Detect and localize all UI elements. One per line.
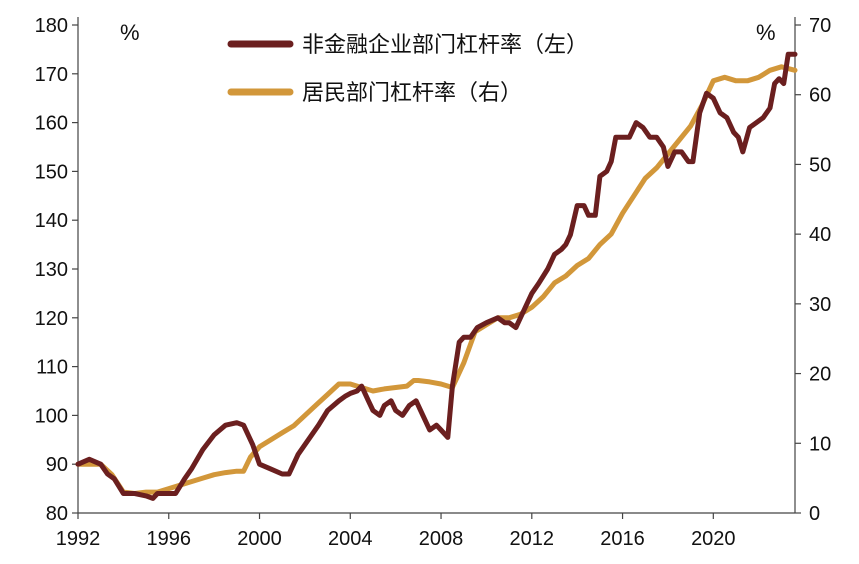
- left-y-tick-label: 180: [35, 15, 68, 37]
- x-tick-label: 1992: [56, 528, 101, 550]
- right-y-tick-label: 20: [809, 364, 831, 386]
- right-y-tick-label: 40: [809, 224, 831, 246]
- left-y-tick-label: 170: [35, 64, 68, 86]
- right-y-tick-label: 50: [809, 154, 831, 176]
- x-tick-label: 2004: [328, 528, 373, 550]
- x-tick-label: 1996: [147, 528, 192, 550]
- right-y-tick-label: 70: [809, 15, 831, 37]
- legend-label-enterprise: 非金融企业部门杠杆率（左）: [302, 33, 588, 58]
- left-y-tick-label: 120: [35, 308, 68, 330]
- x-tick-label: 2000: [237, 528, 282, 550]
- x-tick-label: 2020: [691, 528, 736, 550]
- left-y-tick-label: 160: [35, 113, 68, 135]
- x-tick-label: 2012: [510, 528, 555, 550]
- legend-label-household: 居民部门杠杆率（右）: [302, 81, 522, 106]
- left-y-tick-label: 110: [36, 357, 68, 379]
- legend-item-household: 居民部门杠杆率（右）: [227, 81, 522, 106]
- axes: [77, 17, 796, 514]
- left-y-tick-label: 140: [35, 210, 68, 232]
- series-line-household: [75, 64, 798, 496]
- left-axis-unit: %: [120, 20, 140, 45]
- left-y-tick-label: 100: [35, 405, 68, 427]
- right-y-tick-label: 10: [809, 433, 831, 455]
- x-tick-label: 2016: [600, 528, 645, 550]
- left-y-tick-label: 80: [46, 503, 68, 525]
- right-y-tick-label: 60: [809, 85, 831, 107]
- series-line-enterprise: [75, 51, 798, 501]
- legend: 非金融企业部门杠杆率（左） 居民部门杠杆率（右）: [227, 33, 588, 106]
- legend-item-enterprise: 非金融企业部门杠杆率（左）: [227, 33, 588, 58]
- right-axis-unit: %: [756, 20, 776, 45]
- left-y-tick-label: 130: [35, 259, 68, 281]
- left-y-tick-label: 150: [35, 161, 68, 183]
- right-y-tick-label: 0: [809, 503, 820, 525]
- left-y-tick-label: 90: [46, 454, 68, 476]
- series-layer: [75, 51, 798, 501]
- tick-labels: 80 90 100 110 120 130 140 150 160 170 180 0 10 20 30 40…: [35, 15, 832, 550]
- x-tick-label: 2008: [419, 528, 464, 550]
- right-y-tick-label: 30: [809, 294, 831, 316]
